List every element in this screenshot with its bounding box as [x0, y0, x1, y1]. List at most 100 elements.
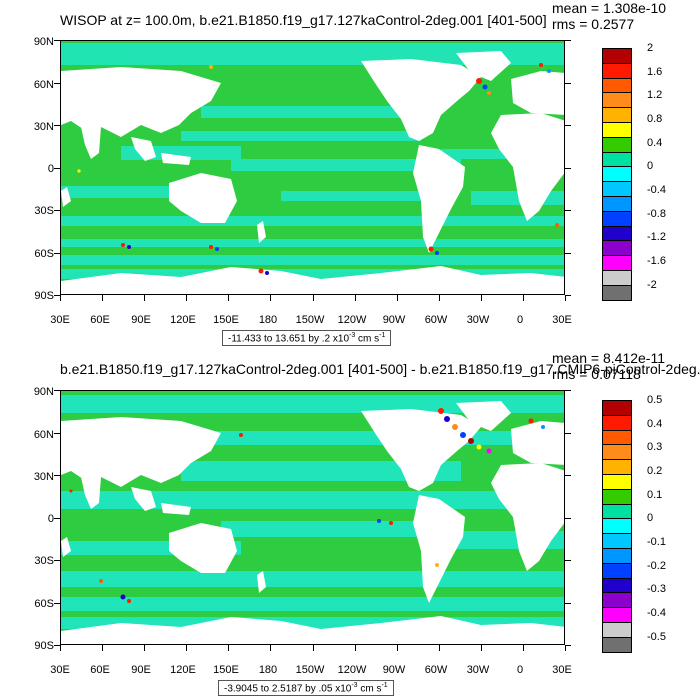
colorbar-label: -0.3 — [647, 583, 666, 596]
lat-label-90s: 90S — [34, 290, 54, 302]
colorbar-label: 0.1 — [647, 488, 663, 501]
range-units-exponent: -1 — [381, 682, 388, 689]
colorbar-swatch — [602, 210, 632, 227]
lon-label: 60W — [424, 664, 448, 676]
axis-tick — [565, 295, 571, 296]
axis-tick — [522, 645, 524, 651]
stats-block: mean = 1.308e-10 rms = 0.2577 — [552, 0, 666, 32]
axis-tick — [565, 40, 571, 41]
axis-tick — [354, 645, 356, 651]
colorbar-swatch — [602, 270, 632, 286]
axis-tick — [102, 645, 104, 651]
axis-tick — [565, 390, 571, 391]
colorbar-swatch — [602, 548, 632, 564]
lon-label: 30E — [50, 314, 70, 326]
axis-tick — [54, 560, 60, 561]
lon-label: 60E — [90, 664, 110, 676]
axis-tick — [186, 645, 188, 651]
panel-title: WISOP at z= 100.0m, b.e21.B1850.f19_g17.… — [60, 12, 547, 28]
colorbar-label: 2 — [647, 42, 654, 54]
colorbar-label: 0.4 — [647, 417, 663, 430]
colorbar-label: 1.2 — [647, 89, 663, 102]
lon-label: 30E — [552, 314, 572, 326]
lon-label: 30W — [466, 664, 490, 676]
contour-range-box: -3.9045 to 2.5187 by .05 x10-3 cm s-1 — [218, 680, 394, 697]
axis-tick — [54, 390, 60, 391]
axis-tick — [54, 475, 60, 476]
axis-tick — [60, 645, 61, 651]
axis-tick — [438, 645, 440, 651]
colorbar-label: 0 — [647, 160, 654, 173]
colorbar-swatch — [602, 181, 632, 197]
lon-label: 90W — [382, 664, 406, 676]
colorbar-label: -2 — [647, 278, 657, 291]
colorbar-label: -0.4 — [647, 607, 666, 620]
axis-tick — [144, 645, 146, 651]
colorbar-swatch — [602, 562, 632, 579]
colorbar-swatch — [602, 136, 632, 153]
colorbar-label: 0.8 — [647, 113, 663, 126]
lat-label-60n: 60N — [33, 79, 54, 91]
rms-value: rms = 0.07118 — [552, 366, 641, 382]
colorbar-label: -0.8 — [647, 207, 666, 220]
colorbar-swatch — [602, 240, 632, 257]
colorbar-swatch — [602, 414, 632, 431]
axis-tick — [228, 295, 230, 301]
ocean-field-map — [61, 41, 564, 294]
axis-tick — [522, 295, 524, 301]
axis-tick — [565, 475, 571, 476]
lat-label-30s: 30S — [34, 555, 54, 567]
axis-tick — [312, 295, 314, 301]
colorbar-swatch — [602, 503, 632, 520]
lon-label: 120E — [170, 314, 196, 326]
colorbar-swatch — [602, 518, 632, 535]
axis-tick — [312, 645, 314, 651]
axis-tick — [228, 645, 230, 651]
lon-label: 60E — [90, 314, 110, 326]
colorbar-label: 1.6 — [647, 65, 663, 78]
lat-label-0: 0 — [47, 163, 54, 175]
lon-label: 180 — [258, 664, 278, 676]
map-plot — [60, 40, 565, 295]
colorbar-swatch — [602, 622, 632, 638]
axis-tick — [565, 295, 566, 301]
axis-tick — [54, 517, 60, 519]
colorbar-swatch — [602, 459, 632, 475]
colorbar-swatch — [602, 488, 632, 505]
axis-tick — [60, 295, 61, 301]
colorbar-label: -1.2 — [647, 231, 666, 244]
colorbar-label: 0.5 — [647, 394, 663, 406]
axis-tick — [54, 252, 60, 254]
axis-tick — [54, 432, 60, 434]
axis-tick — [396, 645, 398, 651]
lon-label: 30E — [50, 664, 70, 676]
colorbar-swatch — [602, 284, 632, 301]
colorbar-swatch — [602, 77, 632, 94]
lon-label: 150E — [213, 314, 239, 326]
range-exponent: -3 — [349, 332, 356, 339]
axis-tick — [396, 295, 398, 301]
colorbar — [602, 400, 632, 653]
colorbar-swatch — [602, 62, 632, 79]
axis-tick — [54, 602, 60, 604]
axis-tick — [354, 295, 356, 301]
lat-label-90n: 90N — [33, 386, 54, 398]
lon-label: 120W — [337, 664, 367, 676]
lat-label-60s: 60S — [34, 598, 54, 610]
lon-label: 120W — [337, 314, 367, 326]
axis-tick — [565, 167, 571, 169]
bottom-panel: b.e21.B1850.f19_g17.127kaControl-2deg.00… — [0, 350, 700, 700]
colorbar — [602, 48, 632, 301]
colorbar-swatch — [602, 196, 632, 212]
axis-tick — [54, 645, 60, 646]
range-units-exponent: -1 — [379, 332, 386, 339]
colorbar-swatch — [602, 92, 632, 109]
colorbar-label: -0.2 — [647, 559, 666, 572]
axis-tick — [565, 560, 571, 561]
axis-tick — [54, 40, 60, 41]
axis-tick — [565, 602, 571, 604]
colorbar-label: -0.1 — [647, 536, 666, 549]
lon-label: 30W — [466, 314, 490, 326]
axis-tick — [270, 295, 272, 301]
lon-label: 90E — [131, 314, 151, 326]
